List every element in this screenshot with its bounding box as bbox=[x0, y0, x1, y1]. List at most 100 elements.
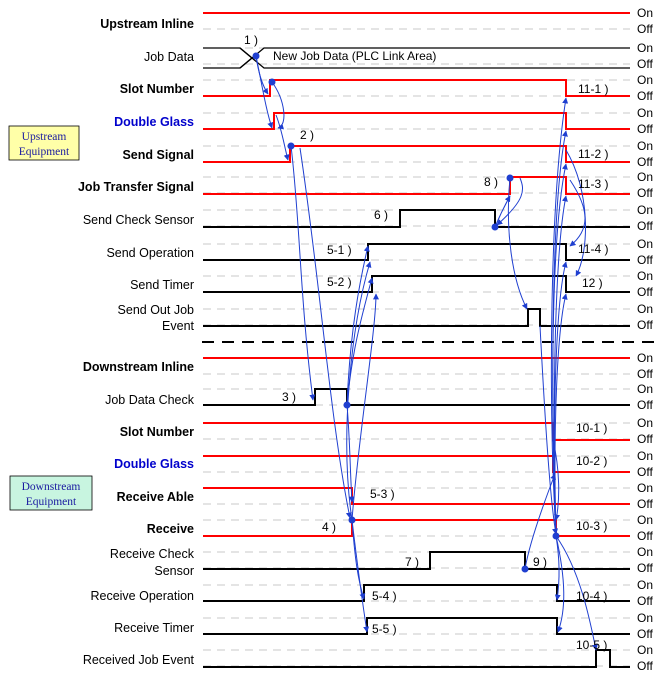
wave-send-timer bbox=[203, 275, 630, 293]
upstream-signal-labels: Upstream Inline Job Data Slot Number Dou… bbox=[78, 17, 195, 333]
wave-receive-operation bbox=[203, 584, 630, 602]
on-label: On bbox=[637, 382, 653, 396]
signal-label-slot-number: Slot Number bbox=[120, 82, 194, 96]
signal-label-job-transfer-signal: Job Transfer Signal bbox=[78, 180, 194, 194]
signal-label-receive-able: Receive Able bbox=[117, 490, 194, 504]
on-label: On bbox=[637, 269, 653, 283]
downstream-box-line2: Equipment bbox=[26, 496, 77, 508]
downstream-equipment-box: Downstream Equipment bbox=[9, 475, 93, 511]
upstream-box-line2: Equipment bbox=[19, 146, 70, 158]
on-label: On bbox=[637, 643, 653, 657]
off-label: Off bbox=[637, 318, 653, 332]
signal-label-receive-operation: Receive Operation bbox=[90, 589, 194, 603]
on-label: On bbox=[637, 416, 653, 430]
signal-label-receive-check-sensor: Sensor bbox=[154, 564, 194, 578]
step-5-5: 5-5 ) bbox=[372, 622, 397, 636]
wave-receive-timer bbox=[203, 617, 630, 635]
step-7: 7 ) bbox=[405, 555, 419, 569]
job-data-bus-text: New Job Data (PLC Link Area) bbox=[273, 49, 436, 63]
wave-job-transfer-signal bbox=[203, 176, 630, 195]
off-label: Off bbox=[637, 627, 653, 641]
on-label: On bbox=[637, 545, 653, 559]
on-label: On bbox=[637, 578, 653, 592]
step-12: 12 ) bbox=[582, 276, 603, 290]
step-labels: 1 ) 2 ) 3 ) 4 ) 5-1 ) 5-2 ) 5-3 ) 5-4 ) … bbox=[244, 33, 608, 652]
off-label: Off bbox=[637, 155, 653, 169]
step-11-4: 11-4 ) bbox=[578, 242, 608, 256]
step-10-2: 10-2 ) bbox=[576, 454, 607, 468]
signal-label-rx-slot-number: Slot Number bbox=[120, 425, 194, 439]
step-4: 4 ) bbox=[322, 520, 336, 534]
step-2: 2 ) bbox=[300, 128, 314, 142]
signal-label-received-job-event: Received Job Event bbox=[83, 653, 195, 667]
wave-send-out-job-event bbox=[203, 308, 630, 327]
on-label: On bbox=[637, 237, 653, 251]
off-label: Off bbox=[637, 89, 653, 103]
off-label: Off bbox=[637, 594, 653, 608]
step-10-4: 10-4 ) bbox=[576, 589, 607, 603]
signal-label-downstream-inline: Downstream Inline bbox=[83, 360, 194, 374]
step-3: 3 ) bbox=[282, 390, 296, 404]
signal-label-send-out-job: Send Out Job bbox=[118, 303, 194, 317]
wave-double-glass bbox=[203, 112, 630, 130]
wave-receive-check-sensor bbox=[203, 551, 630, 570]
on-label: On bbox=[637, 6, 653, 20]
off-label: Off bbox=[637, 22, 653, 36]
off-label: Off bbox=[637, 432, 653, 446]
off-label: Off bbox=[637, 465, 653, 479]
on-label: On bbox=[637, 139, 653, 153]
signal-label-receive-timer: Receive Timer bbox=[114, 621, 194, 635]
downstream-box-line1: Downstream bbox=[22, 481, 81, 493]
upstream-equipment-box: Upstream Equipment bbox=[8, 125, 80, 161]
wave-rx-double-glass bbox=[203, 455, 630, 473]
on-label: On bbox=[637, 106, 653, 120]
step-5-3: 5-3 ) bbox=[370, 487, 395, 501]
off-label: Off bbox=[637, 529, 653, 543]
signal-label-double-glass: Double Glass bbox=[114, 115, 194, 129]
signal-label-receive: Receive bbox=[147, 522, 194, 536]
signal-label-send-timer: Send Timer bbox=[130, 278, 194, 292]
step-10-3: 10-3 ) bbox=[576, 519, 607, 533]
off-label: Off bbox=[637, 659, 653, 673]
off-label: Off bbox=[637, 122, 653, 136]
on-label: On bbox=[637, 41, 653, 55]
step-10-5: 10-5 ) bbox=[576, 638, 607, 652]
signal-label-job-data: Job Data bbox=[144, 50, 194, 64]
step-8: 8 ) bbox=[484, 175, 498, 189]
step-5-4: 5-4 ) bbox=[372, 589, 397, 603]
off-label: Off bbox=[637, 367, 653, 381]
on-label: On bbox=[637, 351, 653, 365]
wave-rx-slot-number bbox=[203, 422, 630, 441]
signal-label-send-operation: Send Operation bbox=[106, 246, 194, 260]
wave-send-operation bbox=[203, 243, 630, 261]
on-label: On bbox=[637, 203, 653, 217]
wave-job-data bbox=[203, 47, 630, 69]
off-label: Off bbox=[637, 398, 653, 412]
wave-send-check-sensor bbox=[203, 209, 630, 228]
step-9: 9 ) bbox=[533, 555, 547, 569]
wave-receive bbox=[203, 519, 630, 537]
off-label: Off bbox=[637, 497, 653, 511]
on-label: On bbox=[637, 611, 653, 625]
signal-label-send-signal: Send Signal bbox=[122, 148, 194, 162]
wave-slot-number bbox=[203, 79, 630, 97]
step-11-2: 11-2 ) bbox=[578, 147, 608, 161]
off-label: Off bbox=[637, 219, 653, 233]
step-11-3: 11-3 ) bbox=[578, 177, 608, 191]
on-label: On bbox=[637, 170, 653, 184]
on-label: On bbox=[637, 449, 653, 463]
causality-arrows bbox=[255, 55, 598, 651]
step-6: 6 ) bbox=[374, 208, 388, 222]
signal-label-job-data-check: Job Data Check bbox=[105, 393, 195, 407]
signal-label-send-out-job-event: Event bbox=[162, 319, 194, 333]
signal-label-upstream-inline: Upstream Inline bbox=[100, 17, 194, 31]
on-off-labels: OnOffOnOffOnOffOnOffOnOffOnOffOnOffOnOff… bbox=[637, 6, 653, 673]
off-label: Off bbox=[637, 285, 653, 299]
off-label: Off bbox=[637, 186, 653, 200]
wave-received-job-event bbox=[203, 649, 630, 668]
step-1: 1 ) bbox=[244, 33, 258, 47]
step-10-1: 10-1 ) bbox=[576, 421, 607, 435]
on-label: On bbox=[637, 302, 653, 316]
